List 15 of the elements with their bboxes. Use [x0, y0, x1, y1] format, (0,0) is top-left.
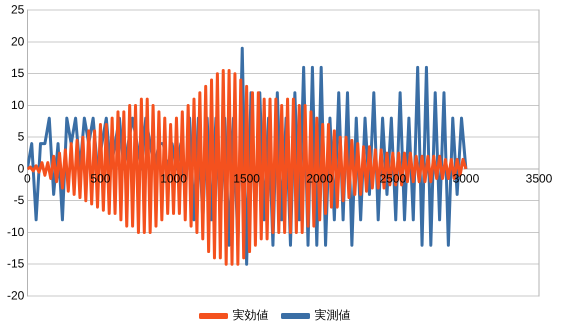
legend-label: 実測値 — [314, 308, 350, 322]
y-tick-label: 0 — [18, 161, 25, 176]
y-tick-label: 20 — [10, 34, 25, 48]
y-tick-label: -20 — [7, 288, 25, 302]
y-tick-label: 25 — [10, 2, 25, 17]
y-tick-label: -5 — [14, 193, 25, 208]
x-tick-label: 3500 — [526, 171, 553, 186]
legend-label: 実効値 — [232, 308, 268, 322]
y-tick-label: 10 — [10, 98, 25, 112]
y-tick-label: 15 — [10, 66, 25, 80]
x-tick-label: 2000 — [306, 171, 334, 186]
x-tick-label: 1500 — [233, 171, 260, 186]
y-tick-label: 5 — [18, 130, 25, 144]
y-tick-label: -15 — [7, 256, 25, 271]
y-tick-label: -10 — [7, 224, 25, 239]
